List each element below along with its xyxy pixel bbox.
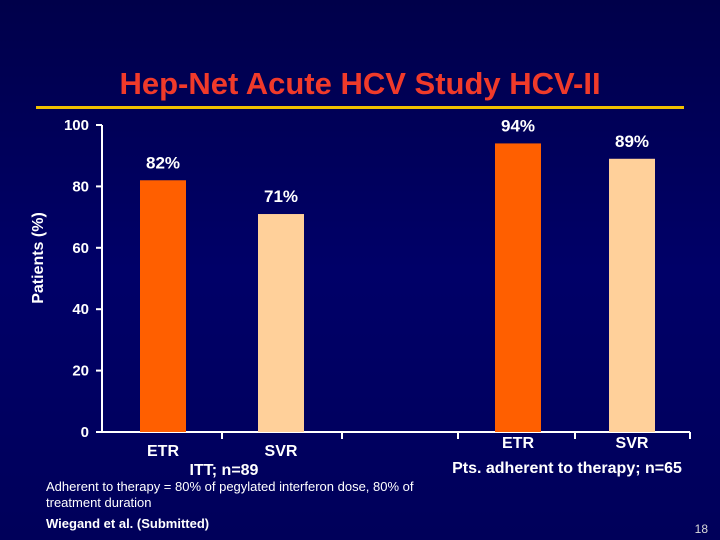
y-tick-label: 100 [64, 117, 89, 134]
y-tick-label: 60 [72, 240, 89, 257]
citation: Wiegand et al. (Submitted) [46, 516, 210, 531]
x-category-label: ETR [502, 435, 534, 452]
x-category-label: SVR [616, 435, 649, 452]
y-tick-label: 40 [72, 301, 89, 318]
bar-svr-group-1 [258, 214, 304, 432]
x-category-label: SVR [265, 443, 298, 460]
slide-number: 18 [694, 522, 708, 536]
x-group-label: Pts. adherent to therapy; n=65 [452, 460, 682, 477]
bar-value-label: 89% [615, 132, 649, 151]
y-tick-label: 80 [72, 178, 89, 195]
y-tick-label: 20 [72, 363, 89, 380]
slide-title: Hep-Net Acute HCV Study HCV-II [119, 66, 601, 101]
x-category-label: ETR [147, 443, 179, 460]
bar-value-label: 71% [264, 187, 298, 206]
bar-value-label: 94% [501, 116, 535, 135]
title-underline [36, 106, 684, 109]
bar-svr-group-2 [609, 158, 655, 432]
bar-etr-group-1 [140, 180, 186, 432]
adherence-footnote: Adherent to therapy = 80% of pegylated i… [46, 479, 414, 510]
y-tick-label: 0 [81, 424, 89, 441]
x-group-label: ITT; n=89 [190, 462, 259, 479]
y-axis-title: Patients (%) [30, 212, 47, 304]
bar-value-label: 82% [146, 153, 180, 172]
bar-etr-group-2 [495, 143, 541, 433]
